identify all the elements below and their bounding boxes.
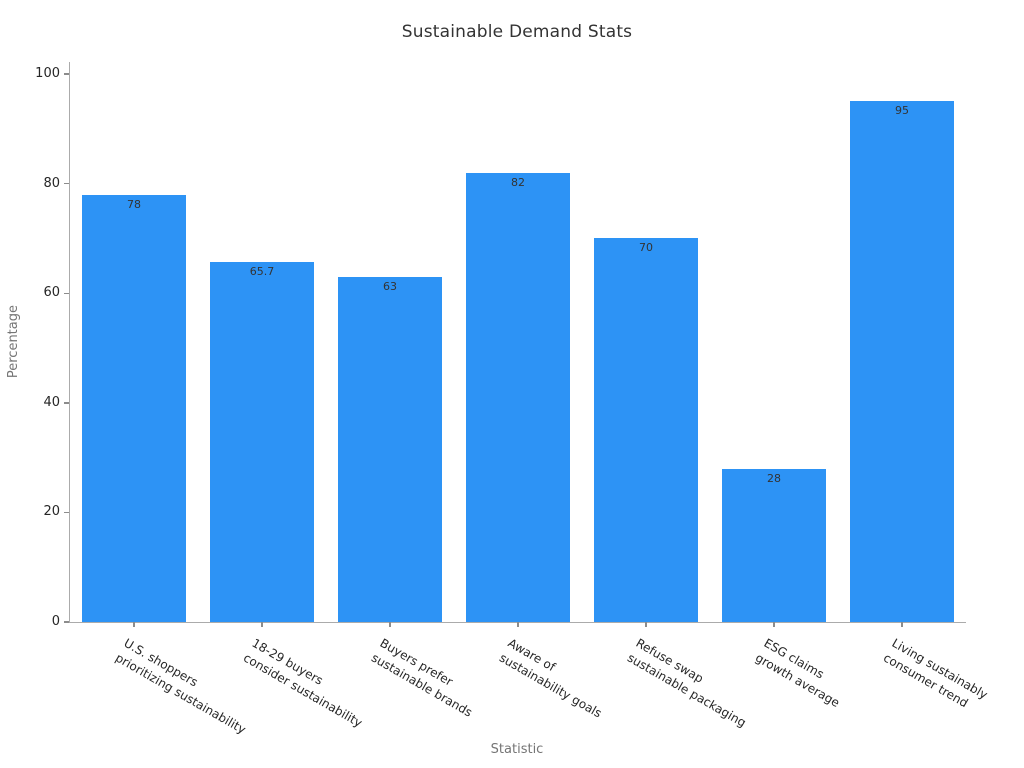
y-axis-tick bbox=[63, 182, 69, 185]
bar: 95 bbox=[850, 101, 954, 622]
bar-value-label: 95 bbox=[895, 104, 909, 118]
y-axis-tick bbox=[63, 402, 69, 404]
y-axis-title-text: Percentage bbox=[5, 305, 21, 379]
x-axis-tick bbox=[773, 622, 775, 627]
x-axis-tick bbox=[133, 622, 135, 627]
y-axis-tick bbox=[63, 73, 69, 75]
x-axis-tick bbox=[645, 622, 647, 627]
y-axis-tick bbox=[63, 292, 69, 294]
x-axis-tick bbox=[389, 622, 391, 627]
x-axis-category-label-text: Refuse swap sustainable packaging bbox=[625, 635, 749, 730]
bar-value-label: 28 bbox=[767, 471, 781, 485]
y-axis-tick-label: 0 bbox=[51, 614, 60, 629]
y-axis-title: Percentage bbox=[2, 62, 24, 622]
x-axis-category-label-text: ESG claims growth average bbox=[753, 635, 843, 710]
x-axis-tick bbox=[261, 622, 263, 627]
x-axis-category-label-text: Living sustainably consumer trend bbox=[881, 635, 991, 710]
plot-area: 0 20 40 60 80 100 78 U.S. shoppers prioritizing… bbox=[35, 62, 990, 736]
x-axis-category-label-text: 18-29 buyers consider sustainability bbox=[241, 635, 365, 730]
bar-value-label: 63 bbox=[383, 279, 397, 293]
x-axis-category-label-text: Aware of sustainability goals bbox=[497, 635, 605, 721]
chart-title: Sustainable Demand Stats bbox=[401, 22, 633, 42]
bar-value-label: 82 bbox=[511, 175, 525, 189]
bar: 28 bbox=[722, 468, 826, 622]
x-axis-tick bbox=[901, 622, 903, 627]
x-axis-category-label-text: Buyers prefer sustainable brands bbox=[369, 635, 475, 720]
x-axis-category-label-text: U.S. shoppers prioritizing sustainabilit… bbox=[113, 635, 249, 737]
bar-value-label: 65.7 bbox=[249, 265, 275, 278]
bar: 78 bbox=[82, 194, 186, 622]
y-axis-tick-label: 40 bbox=[43, 394, 60, 410]
y-axis-tick bbox=[63, 511, 69, 514]
x-axis-title: Statistic bbox=[490, 742, 544, 757]
bar: 82 bbox=[466, 172, 570, 622]
y-axis-tick-label: 60 bbox=[43, 285, 60, 301]
x-axis-tick bbox=[517, 622, 519, 627]
bar: 70 bbox=[594, 238, 698, 622]
y-axis-tick-label: 80 bbox=[43, 175, 60, 191]
bar: 63 bbox=[338, 276, 442, 622]
bar: 65.7 bbox=[210, 262, 314, 622]
bar-value-label: 70 bbox=[639, 241, 653, 255]
y-axis-tick-label: 20 bbox=[43, 504, 60, 520]
bar-value-label: 78 bbox=[127, 197, 141, 211]
y-axis-tick-label: 100 bbox=[35, 66, 60, 82]
y-axis-tick bbox=[63, 621, 69, 623]
